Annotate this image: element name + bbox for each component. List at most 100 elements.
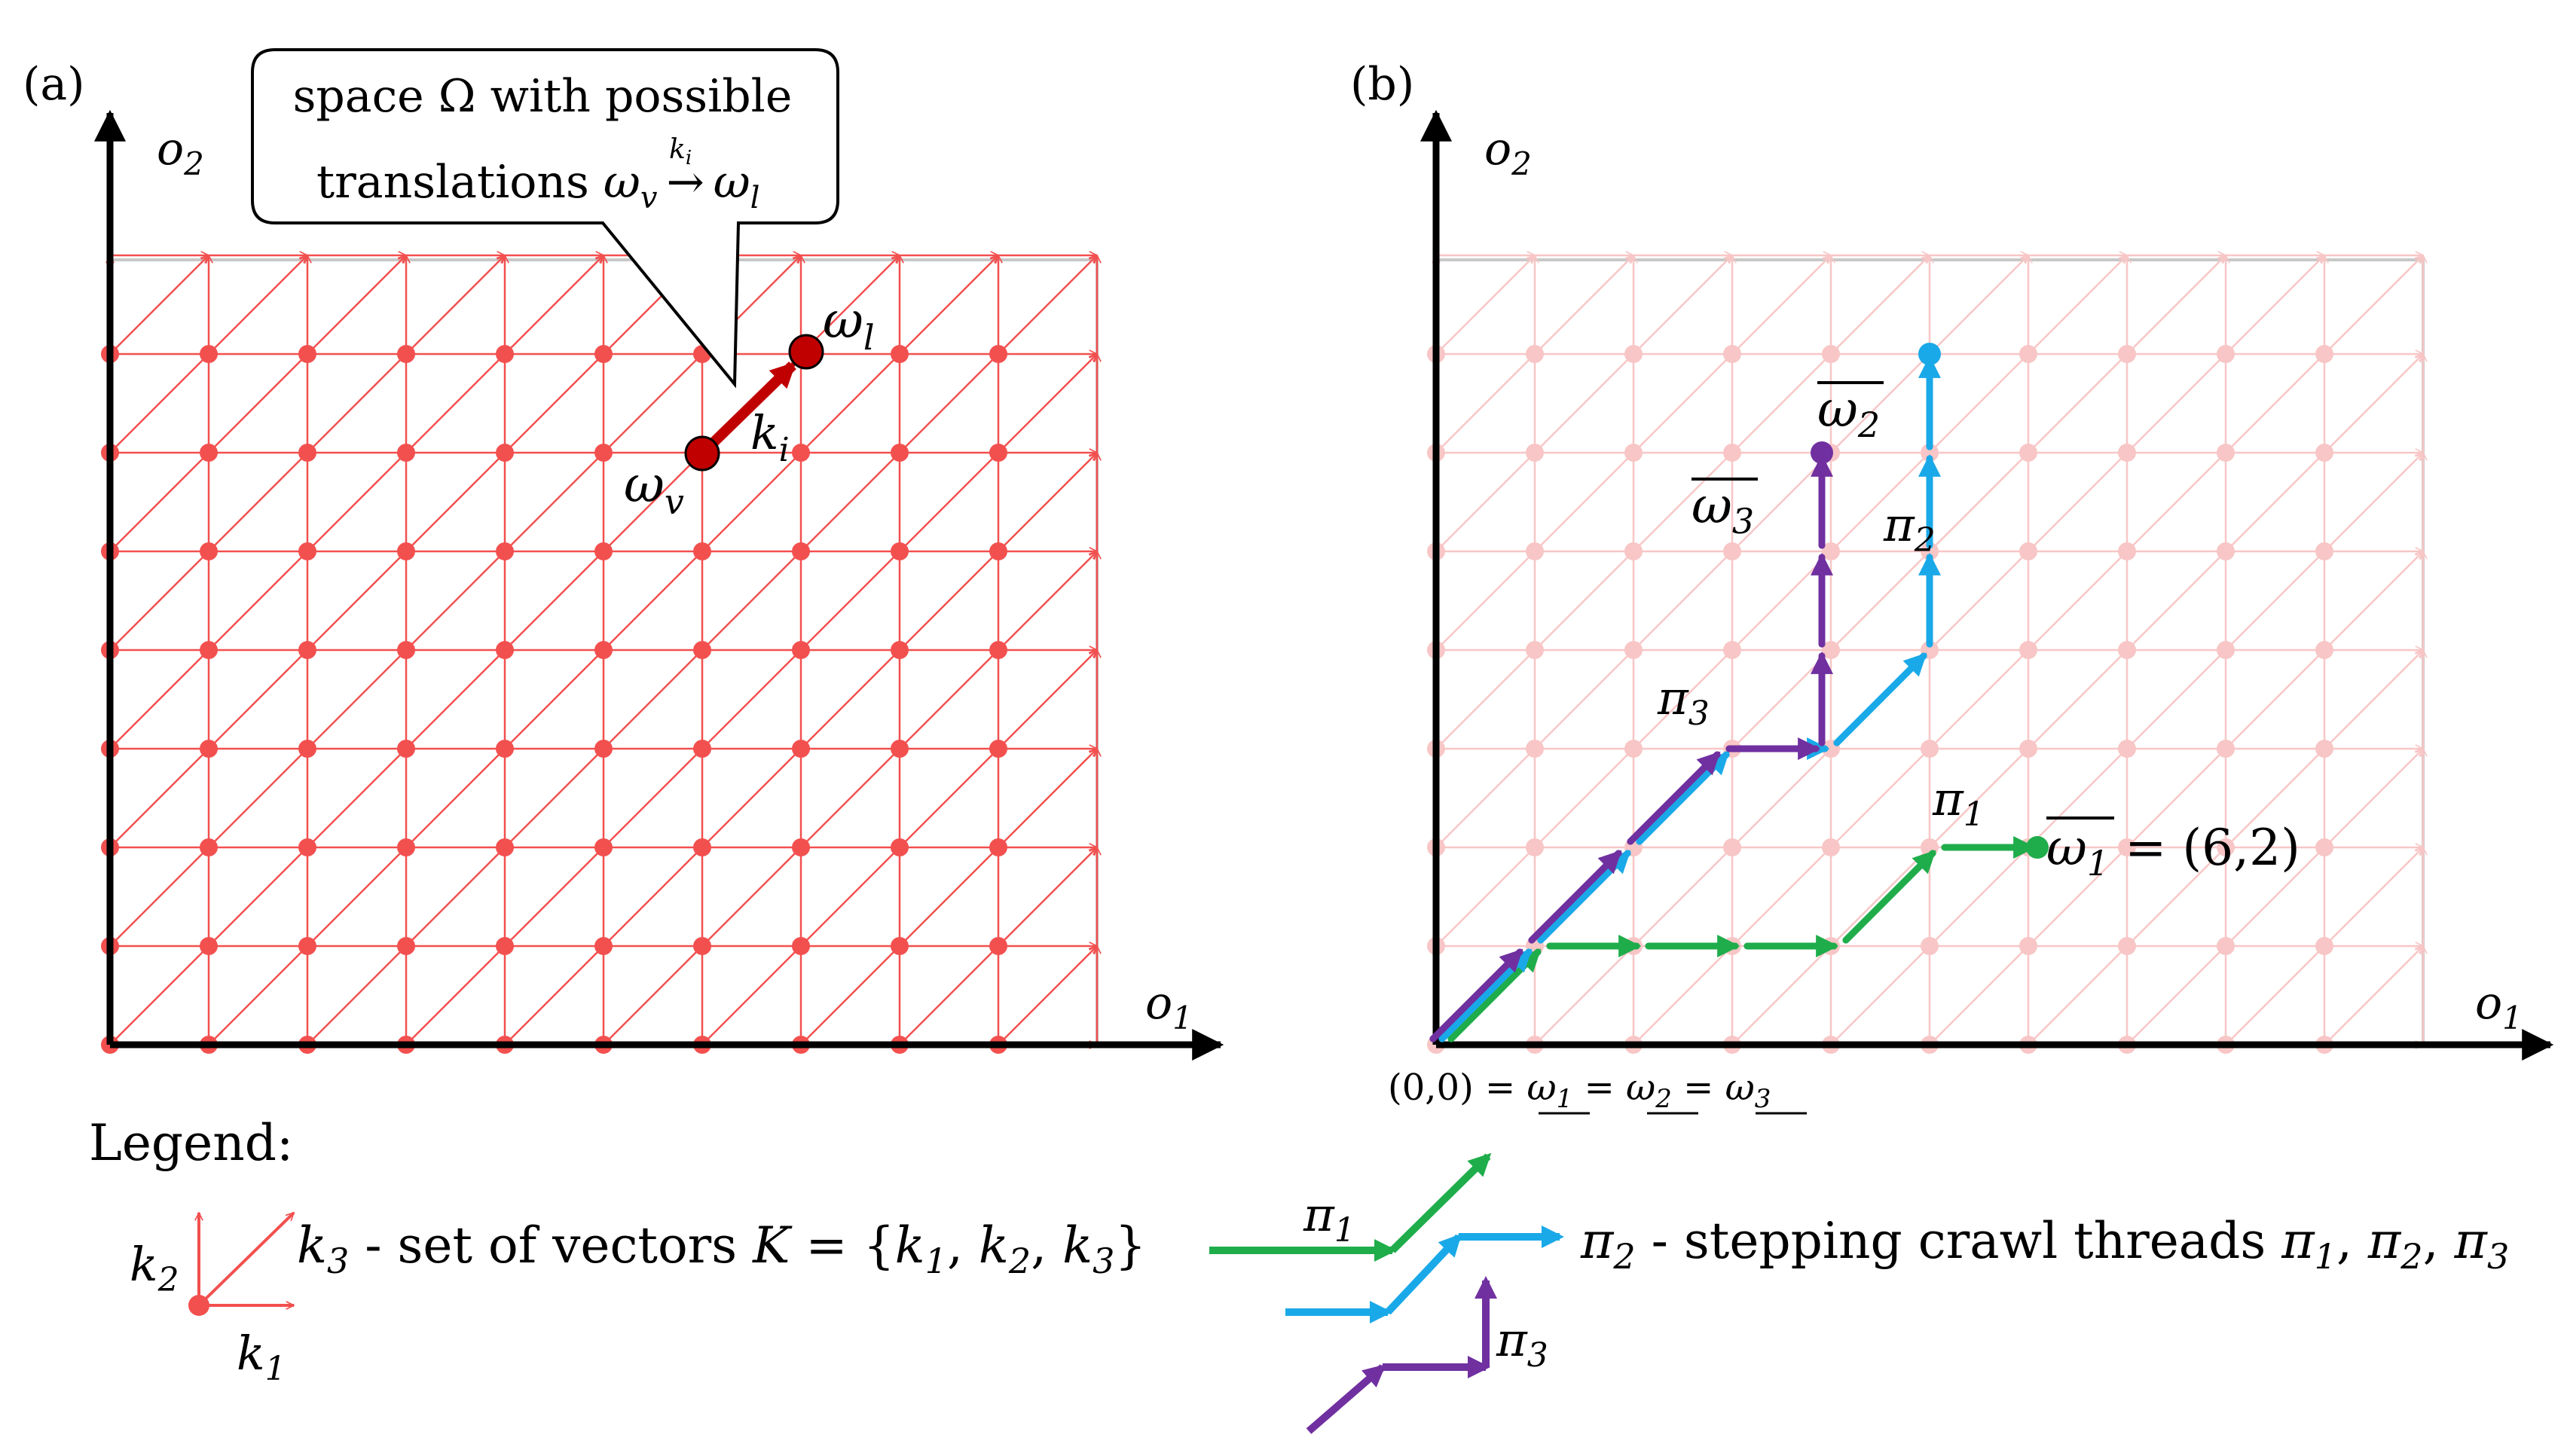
vector-k3 [109, 453, 209, 552]
origin-label: (0,0) = ω1 = ω2 = ω3 [1388, 1067, 1771, 1114]
grid-node [2217, 838, 2235, 856]
vector-k3 [1435, 354, 1535, 453]
vector-k3 [1731, 749, 1831, 848]
vector-k3 [208, 946, 307, 1045]
vector-k3 [1830, 946, 1930, 1045]
vector-k3 [1435, 749, 1535, 848]
vector-k3 [998, 453, 1097, 552]
callout-line2: translations ωv → ωl [316, 156, 759, 215]
pi3-end-node [1811, 441, 1833, 464]
vector-k3 [2126, 551, 2226, 651]
grid-node [2118, 542, 2136, 560]
vector-k3 [405, 551, 505, 651]
vector-k3 [1731, 354, 1831, 453]
grid-node [397, 740, 415, 758]
grid-node [792, 444, 810, 462]
grid-node [2019, 542, 2037, 560]
grid-node [200, 740, 218, 758]
vector-k3 [307, 453, 406, 552]
grid-node [1723, 542, 1741, 560]
grid-node [496, 838, 514, 856]
vector-k3 [2225, 255, 2324, 355]
grid-node [2315, 444, 2333, 462]
vector-k3 [1731, 847, 1831, 947]
legend: Legend: k1 k2 k3 - set of vectors K = {k… [89, 1114, 2509, 1434]
grid-node [594, 345, 613, 363]
grid-node [200, 937, 218, 955]
pi3-step-3 [1627, 751, 1721, 845]
grid-node [989, 838, 1007, 856]
grid-node [1624, 444, 1643, 462]
legend-vectors-text: k3 - set of vectors K = {k1, k2, k3} [297, 1216, 1146, 1281]
vector-k3 [1830, 255, 1930, 355]
vector-k3 [1929, 847, 2028, 947]
vector-k3 [1929, 650, 2028, 749]
grid-node [496, 345, 514, 363]
grid-node [2217, 641, 2235, 659]
vector-grid-a [101, 255, 1097, 1054]
vector-k3 [2028, 453, 2127, 552]
omega-l-label: ωl [823, 292, 875, 358]
grid-node [397, 937, 415, 955]
grid-node [1526, 740, 1544, 758]
point-omega-l [788, 334, 824, 370]
pi3-label-b: π3 [1657, 670, 1710, 733]
vector-k3 [1534, 255, 1633, 355]
vector-k3 [998, 354, 1097, 453]
vector-k3 [800, 551, 900, 651]
crawl-threads [1429, 343, 2049, 1042]
grid-node [1723, 838, 1741, 856]
vector-k3 [1830, 847, 1930, 947]
vector-k3 [2028, 354, 2127, 453]
vector-k3 [208, 551, 307, 651]
vector-k3 [504, 749, 604, 848]
pi3-step-2 [1528, 850, 1622, 944]
grid-node [397, 838, 415, 856]
grid-node [989, 345, 1007, 363]
vector-k3 [1731, 946, 1831, 1045]
vector-k3 [603, 946, 702, 1045]
omega-v-label: ωv [624, 456, 684, 522]
grid-node [891, 641, 909, 659]
vector-k3 [701, 551, 801, 651]
vector-k3 [109, 847, 209, 947]
vector-k3 [2324, 255, 2423, 355]
grid-node [496, 937, 514, 955]
grid-node [2019, 740, 2037, 758]
vector-k3 [2126, 255, 2226, 355]
grid-node [2019, 345, 2037, 363]
vector-k3 [1435, 551, 1535, 651]
vector-k3 [1633, 255, 1732, 355]
callout-arrow-label: ki [669, 134, 692, 169]
vector-k3 [2126, 354, 2226, 453]
vector-k3 [109, 551, 209, 651]
vector-k3 [998, 551, 1097, 651]
vector-k3 [2324, 749, 2423, 848]
vector-k3 [899, 749, 998, 848]
grid-node [2118, 345, 2136, 363]
vector-k3 [2324, 847, 2423, 947]
end-omega1-label: ω1 = (6,2) [2046, 819, 2300, 884]
grid-node [891, 937, 909, 955]
grid-node [1822, 838, 1840, 856]
grid-node [891, 542, 909, 560]
grid-node [1723, 444, 1741, 462]
vector-k3 [800, 650, 900, 749]
grid-node [1624, 641, 1643, 659]
vector-k3 [504, 255, 604, 355]
grid-node [693, 542, 711, 560]
vector-k3 [2028, 551, 2127, 651]
vector-k3 [2126, 453, 2226, 552]
vector-k3 [2028, 946, 2127, 1045]
vector-k3 [998, 847, 1097, 947]
grid-node [989, 641, 1007, 659]
callout-line1: space Ω with possible [293, 70, 793, 123]
vector-k3 [2324, 354, 2423, 453]
grid-node [2118, 444, 2136, 462]
vector-k3 [1830, 453, 1930, 552]
vector-k3 [405, 453, 505, 552]
vector-k3 [2225, 551, 2324, 651]
vector-k3 [208, 354, 307, 453]
legend-pi2-thread-b [1385, 1233, 1462, 1315]
